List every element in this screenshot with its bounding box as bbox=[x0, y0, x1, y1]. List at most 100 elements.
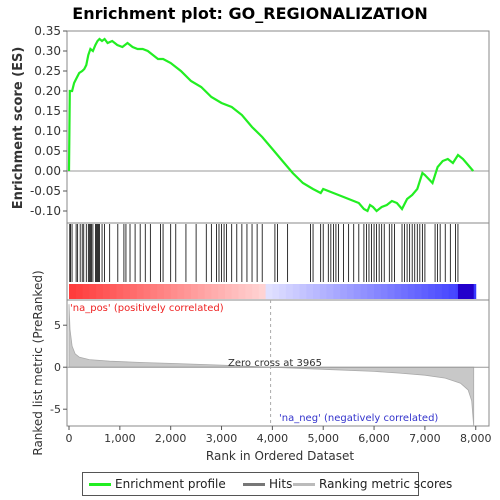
rank-color-segment bbox=[407, 284, 416, 299]
es-tick-label: -0.05 bbox=[30, 184, 61, 198]
rank-color-segment bbox=[197, 284, 206, 299]
rank-color-segment bbox=[177, 284, 185, 299]
rank-color-segment bbox=[353, 284, 362, 299]
legend-label-enrichment: Enrichment profile bbox=[115, 477, 226, 491]
es-plot-area bbox=[66, 30, 490, 224]
chart-title: Enrichment plot: GO_REGIONALIZATION bbox=[72, 4, 427, 23]
rank-axis-ticks: 5 0 -5 0 1,000 2,000 3,000 4,000 5,000 6,000 7,000… bbox=[50, 319, 491, 445]
es-tick-label: 0.20 bbox=[34, 84, 61, 98]
es-tick-label: 0.05 bbox=[34, 144, 61, 158]
rank-y-tick-label: 0 bbox=[54, 361, 61, 374]
rank-color-segment bbox=[374, 284, 382, 299]
rank-color-segment bbox=[150, 284, 158, 299]
legend-swatch-hits bbox=[243, 483, 265, 486]
rank-x-tick-label: 8,000 bbox=[460, 432, 492, 445]
es-curve-line bbox=[67, 37, 475, 213]
es-tick-label: 0.30 bbox=[34, 44, 61, 58]
rank-color-segment bbox=[380, 284, 389, 299]
rank-x-tick-label: 1,000 bbox=[104, 432, 136, 445]
es-y-ticks: 0.35 0.30 0.25 0.20 0.15 0.10 0.05 0.00 -0.05 -0.… bbox=[30, 24, 489, 218]
rank-x-tick-label: 4,000 bbox=[257, 432, 289, 445]
rank-color-segment bbox=[170, 284, 178, 299]
rank-color-segment bbox=[89, 284, 97, 299]
es-tick-label: 0.10 bbox=[34, 124, 61, 138]
rank-color-segment bbox=[340, 284, 348, 299]
rank-color-segment bbox=[75, 284, 84, 299]
rank-x-tick-label: 7,000 bbox=[409, 432, 441, 445]
rank-color-segment bbox=[448, 284, 456, 299]
rank-color-segment bbox=[204, 284, 212, 299]
legend: Enrichment profile Hits Ranking metric s… bbox=[82, 472, 452, 496]
rank-color-segment bbox=[245, 284, 253, 299]
rank-color-segment bbox=[163, 284, 172, 299]
rank-color-bar bbox=[69, 284, 477, 299]
rank-color-segment bbox=[252, 284, 260, 299]
rank-y-tick-label: -5 bbox=[50, 403, 61, 416]
rank-color-segment bbox=[231, 284, 239, 299]
rank-color-segment bbox=[265, 284, 273, 299]
rank-y-tick-label: 5 bbox=[54, 319, 61, 332]
rank-color-segment bbox=[299, 284, 307, 299]
es-tick-label: 0.35 bbox=[34, 24, 61, 38]
rank-color-segment bbox=[326, 284, 334, 299]
rank-color-segment bbox=[143, 284, 151, 299]
rank-color-segment bbox=[184, 284, 192, 299]
rank-color-segment bbox=[435, 284, 443, 299]
legend-item-hits: Hits bbox=[243, 477, 292, 491]
rank-color-segment bbox=[69, 284, 77, 299]
rank-color-segment bbox=[238, 284, 246, 299]
rank-color-segment bbox=[457, 284, 474, 299]
rank-color-segment bbox=[319, 284, 328, 299]
negative-correlation-label: 'na_neg' (negatively correlated) bbox=[279, 413, 438, 424]
rank-color-segment bbox=[394, 284, 402, 299]
rank-color-segment bbox=[401, 284, 409, 299]
rank-color-segment bbox=[157, 284, 165, 299]
rank-color-segment bbox=[360, 284, 368, 299]
rank-x-axis-label: Rank in Ordered Dataset bbox=[206, 449, 354, 463]
rank-color-segment bbox=[218, 284, 226, 299]
rank-color-segment bbox=[136, 284, 145, 299]
legend-label-hits: Hits bbox=[269, 477, 293, 491]
es-tick-label: 0.15 bbox=[34, 104, 61, 118]
legend-item-enrichment: Enrichment profile bbox=[89, 477, 226, 491]
rank-color-segment bbox=[224, 284, 233, 299]
rank-color-segment bbox=[211, 284, 219, 299]
rank-metric-fill bbox=[67, 300, 489, 427]
legend-item-ranking: Ranking metric scores bbox=[293, 477, 452, 491]
legend-swatch-enrichment bbox=[89, 483, 111, 486]
es-tick-label: -0.10 bbox=[30, 204, 61, 218]
rank-color-segment bbox=[123, 284, 131, 299]
rank-color-segment bbox=[387, 284, 395, 299]
rank-color-segment bbox=[414, 284, 423, 299]
rank-color-segment bbox=[421, 284, 429, 299]
rank-x-tick-label: 0 bbox=[66, 432, 73, 445]
rank-color-segment bbox=[285, 284, 294, 299]
rank-color-segment bbox=[441, 284, 450, 299]
rank-color-segment bbox=[292, 284, 300, 299]
rank-color-segment bbox=[279, 284, 287, 299]
rank-color-segment bbox=[367, 284, 375, 299]
rank-x-tick-label: 5,000 bbox=[307, 432, 339, 445]
rank-y-axis-label: Ranked list metric (PreRanked) bbox=[31, 270, 45, 455]
rank-color-segment bbox=[428, 284, 436, 299]
rank-color-segment bbox=[96, 284, 104, 299]
es-curve-group bbox=[67, 37, 475, 213]
rank-color-segment bbox=[191, 284, 199, 299]
rank-color-segment bbox=[306, 284, 314, 299]
hit-markers bbox=[69, 224, 459, 282]
rank-color-segment bbox=[333, 284, 341, 299]
rank-color-segment bbox=[130, 284, 138, 299]
rank-color-segment bbox=[102, 284, 111, 299]
es-y-axis-label: Enrichment score (ES) bbox=[11, 47, 26, 210]
rank-x-tick-label: 2,000 bbox=[155, 432, 187, 445]
rank-color-segment bbox=[272, 284, 280, 299]
zero-cross-label: Zero cross at 3965 bbox=[228, 358, 322, 369]
es-tick-label: 0.00 bbox=[34, 164, 61, 178]
rank-color-segment bbox=[258, 284, 267, 299]
legend-label-ranking: Ranking metric scores bbox=[319, 477, 453, 491]
rank-x-tick-label: 6,000 bbox=[358, 432, 390, 445]
legend-swatch-ranking bbox=[293, 483, 315, 486]
rank-color-segment bbox=[313, 284, 321, 299]
rank-color-segment bbox=[346, 284, 355, 299]
